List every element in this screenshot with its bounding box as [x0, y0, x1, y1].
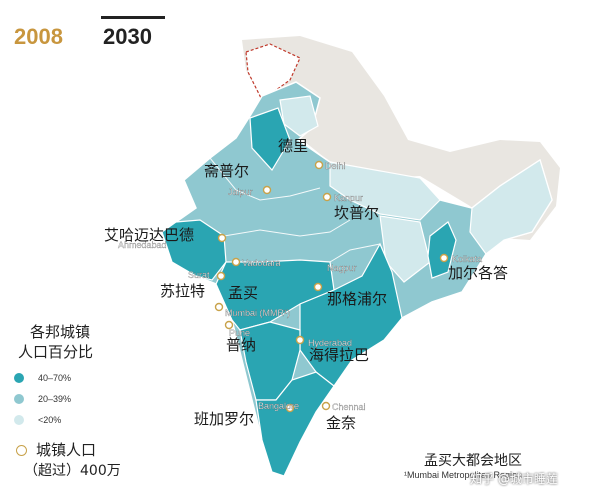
city-ring-legend-icon [16, 445, 27, 456]
region-low-north [279, 95, 319, 137]
footnote-en: ¹Mumbai Metropolitan Region [404, 470, 523, 480]
city-label-en-bangalore: Bangalore [258, 401, 299, 411]
region-high-punjab [249, 107, 291, 172]
city-label-en-jaipur: Jaipur [228, 187, 253, 197]
city-label-zh-surat: 苏拉特 [160, 282, 205, 300]
city-label-en-ahmedabad: Ahmedabad [118, 240, 167, 250]
city-label-zh-hyderabad: 海得拉巴 [309, 346, 369, 364]
neighbor-land [242, 36, 560, 240]
selected-tab-indicator [101, 16, 165, 19]
city-label-en-kanpur: Kanpur [334, 193, 363, 203]
city-marker-chennai [321, 401, 331, 411]
city-marker-mumbai [214, 302, 224, 312]
city-marker-surat [216, 271, 226, 281]
region-high-andhra [299, 242, 403, 387]
city-label-zh-kolkata: 加尔各答 [448, 264, 508, 282]
legend-swatch-medium [14, 394, 24, 404]
city-marker-ahmedabad [217, 233, 227, 243]
watermark: 知乎 @城市睡莲 [470, 472, 558, 486]
city-label-zh-mumbai: 孟买 [228, 284, 258, 302]
city-label-en-vadodara: Vadodara [242, 258, 280, 268]
city-label-en-delhi: Delhi [325, 161, 346, 171]
city-marker-jaipur [262, 185, 272, 195]
region-low-northeast [469, 159, 553, 255]
city-label-zh-ahmedabad: 艾哈迈达巴德 [104, 226, 194, 244]
city-marker-vadodara [231, 257, 241, 267]
city-label-en-surat: Surat [188, 270, 210, 280]
legend-label-low: <20% [38, 415, 62, 425]
city-label-zh-pune: 普纳 [226, 336, 256, 354]
region-low-gangetic [329, 161, 441, 221]
region-high-south [255, 371, 335, 477]
city-label-zh-chennai: 金奈 [326, 414, 356, 432]
city-label-zh-bangalore: 班加罗尔 [194, 410, 254, 428]
city-label-zh-nagpur: 那格浦尔 [327, 290, 387, 308]
city-label-en-nagpur: Nagpur [327, 263, 357, 273]
legend-label-high: 40–70% [38, 373, 72, 383]
legend-swatch-high [14, 373, 24, 383]
legend-item-medium: 20–39% [14, 394, 71, 404]
city-marker-bangalore [285, 403, 295, 413]
city-label-en-kolkata: Kolkata [452, 254, 482, 264]
city-marker-hyderabad [295, 335, 305, 345]
legend-item-low: <20% [14, 415, 61, 425]
city-label-zh-jaipur: 斋普尔 [204, 162, 249, 180]
region-high-westbengal [427, 221, 457, 279]
city-label-zh-delhi: 德里 [278, 137, 308, 155]
legend-label-medium: 20–39% [38, 394, 72, 404]
city-marker-kolkata [439, 253, 449, 263]
tab-2030[interactable]: 2030 [103, 24, 152, 49]
legend-item-high: 40–70% [14, 373, 71, 383]
city-label-en-hyderabad: Hyderabad [308, 338, 352, 348]
footnote-zh: 孟买大都会地区 [424, 453, 522, 469]
state-borders [209, 157, 381, 263]
city-label-en-pune: Pune [229, 328, 250, 338]
city-marker-nagpur [313, 282, 323, 292]
city-marker-pune [224, 320, 234, 330]
city-label-en-mumbai: Mumbai (MMR¹) [225, 308, 290, 318]
neighbor-border [245, 43, 301, 101]
city-marker-kanpur [322, 192, 332, 202]
legend-city-sub: （超过）400万 [24, 463, 121, 479]
legend-title-line1: 各邦城镇 [30, 323, 91, 341]
legend-swatch-low [14, 415, 24, 425]
city-marker-delhi [314, 160, 324, 170]
legend-title-line2: 人口百分比 [18, 343, 94, 361]
city-label-zh-kanpur: 坎普尔 [334, 204, 379, 222]
tab-2008[interactable]: 2008 [14, 24, 63, 49]
city-label-en-chennai: Chennai [332, 402, 366, 412]
legend-city-title: 城镇人口 [36, 441, 97, 459]
